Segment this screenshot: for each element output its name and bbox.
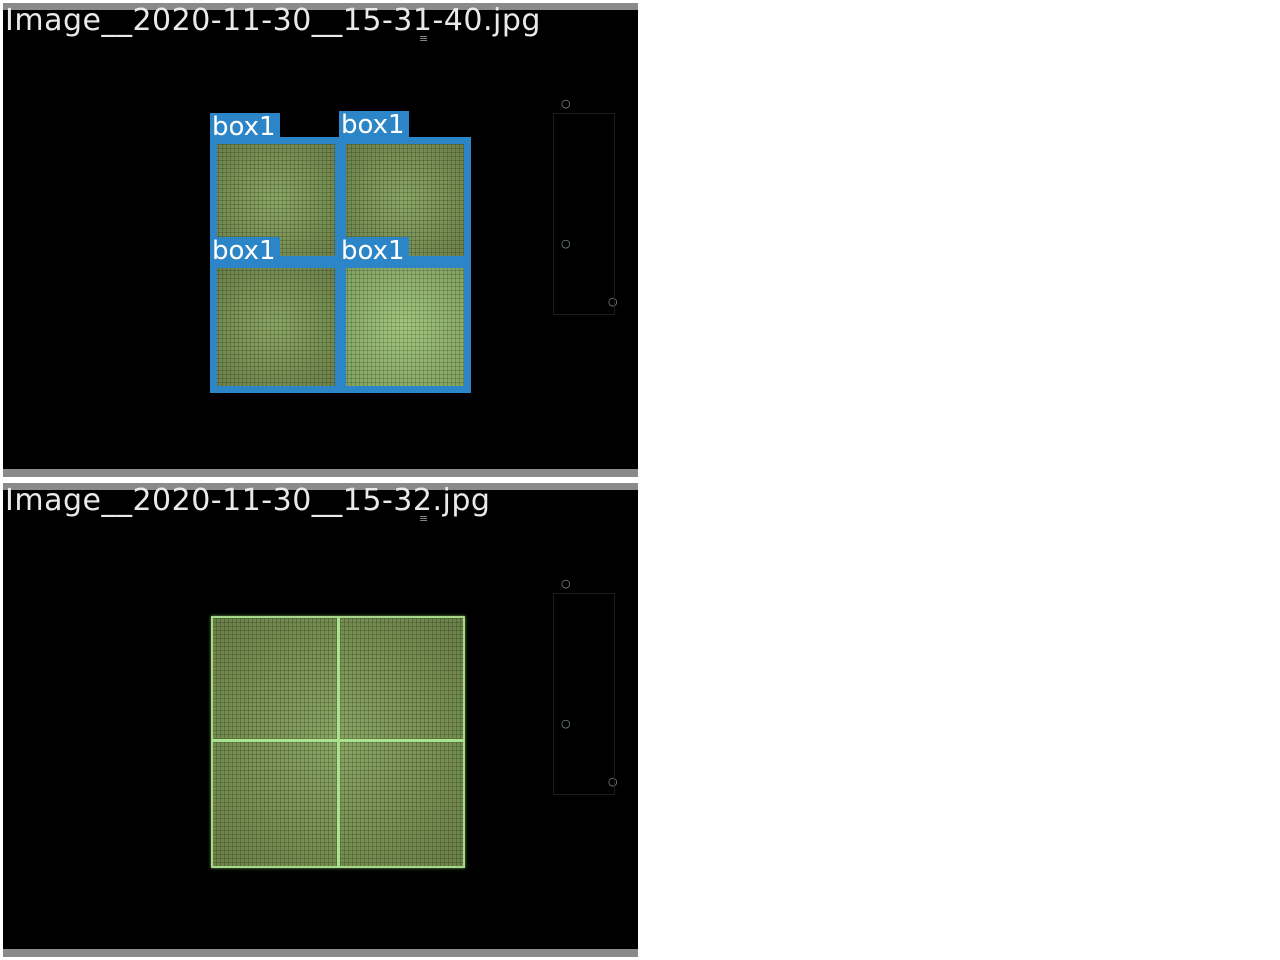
sample-tile	[343, 265, 465, 387]
image-filename: Image__2020-11-30__15-32.jpg	[5, 483, 491, 518]
image-filename: Image__2020-11-30__15-31-40.jpg	[5, 3, 541, 38]
detection-label: box1	[210, 237, 280, 265]
raw-image-bottom: Image__2020-11-30__15-32.jpg ≡ ○ ○ ○	[3, 483, 638, 957]
image-top-border	[3, 483, 638, 490]
fixture-screw: ○	[561, 237, 571, 250]
fixture-screw: ○	[561, 717, 571, 730]
fixture-screw: ○	[561, 577, 571, 590]
detection-label: box1	[339, 237, 409, 265]
annotated-image-top: Image__2020-11-30__15-31-40.jpg ≡ ○ ○ ○ …	[3, 3, 638, 477]
fixture-bracket	[553, 593, 615, 795]
detection-label: box1	[210, 113, 280, 141]
fixture-mark: ≡	[419, 512, 429, 525]
fixture-screw: ○	[608, 295, 618, 308]
fixture-screw: ○	[561, 97, 571, 110]
image-top-border	[3, 3, 638, 10]
fixture-screw: ○	[608, 775, 618, 788]
image-bottom-border	[3, 949, 638, 957]
sample-tile	[214, 265, 338, 387]
fixture-bracket	[553, 113, 615, 315]
detection-box	[339, 261, 471, 393]
sample-seam-vertical	[337, 617, 340, 867]
fixture-mark: ≡	[419, 32, 429, 45]
detection-label: box1	[339, 111, 409, 139]
sample-tile	[214, 141, 338, 261]
image-bottom-border	[3, 469, 638, 477]
sample-seam-horizontal	[212, 739, 464, 742]
detection-box	[210, 261, 342, 393]
